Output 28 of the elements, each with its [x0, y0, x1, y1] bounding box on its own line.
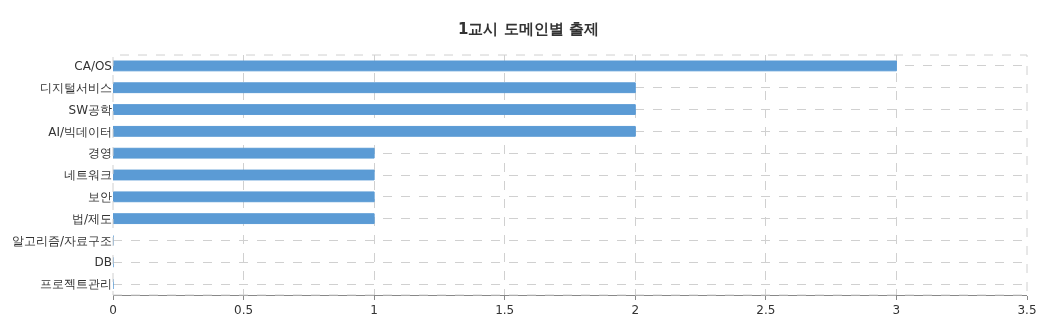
- bar: [113, 191, 375, 203]
- bar: [113, 60, 897, 72]
- y-tick-label: CA/OS: [74, 59, 112, 74]
- y-tick-label: 법/제도: [71, 211, 112, 226]
- x-tick-label: 2: [631, 303, 640, 318]
- bar: [113, 82, 636, 94]
- bar: [113, 125, 636, 137]
- bar: [113, 147, 375, 159]
- y-tick-label: 보안: [88, 190, 112, 205]
- x-tick-label: 3: [892, 303, 901, 318]
- bar: [113, 169, 375, 181]
- x-tick-label: 1.5: [495, 303, 515, 318]
- x-tick-label: 0.5: [234, 303, 254, 318]
- bar: [113, 213, 375, 225]
- y-tick-label: 프로젝트관리: [40, 277, 112, 292]
- bar: [113, 104, 636, 115]
- y-tick-label: 알고리즘/자료구조: [11, 233, 112, 248]
- y-tick-label: AI/빅데이터: [48, 124, 112, 139]
- x-tick-label: 0: [109, 303, 117, 318]
- y-tick-label: 디지털서비스: [40, 80, 112, 95]
- chart-title: 1교시 도메인별 출제: [458, 19, 599, 38]
- y-tick-label: 네트워크: [64, 168, 112, 183]
- x-tick-label: 1: [370, 303, 378, 318]
- y-tick-label: DB: [94, 255, 112, 270]
- x-tick-label: 3.5: [1017, 303, 1037, 318]
- x-tick-label: 2.5: [756, 303, 776, 318]
- y-tick-label: 경영: [88, 146, 112, 161]
- y-tick-label: SW공학: [68, 102, 112, 117]
